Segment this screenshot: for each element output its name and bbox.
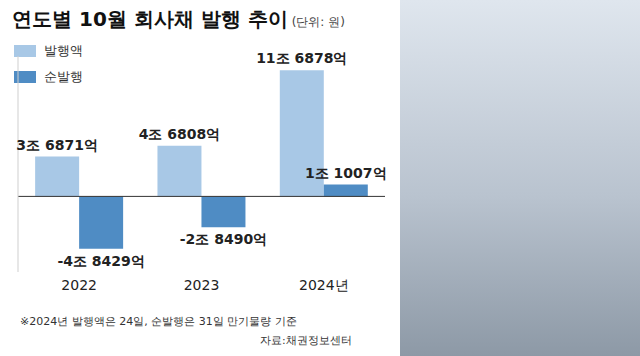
- svg-text:2024년: 2024년: [299, 277, 349, 293]
- html-text:자료:채권정보센터: 자료:채권정보센터: [260, 334, 352, 347]
- html-text:순발행: 순발행: [44, 69, 83, 84]
- svg-text:4조 6808억: 4조 6808억: [139, 126, 221, 142]
- html-text:※2024년 발행액은 24일, 순발행은 31일 만기물량: ※2024년 발행액은 24일, 순발행은 31일 만기물량 기준: [20, 315, 297, 328]
- svg-text:2023: 2023: [184, 277, 220, 293]
- html-text:발행액: 발행액: [44, 43, 83, 58]
- svg-text:2022: 2022: [61, 277, 97, 293]
- html-text:연도별 10월 회사채 발행 추이(단위: 원): 연도별 10월 회사채 발행 추이(단위: 원): [12, 7, 345, 31]
- svg-text:11조 6878억: 11조 6878억: [256, 50, 347, 66]
- svg-text:-4조 8429억: -4조 8429억: [57, 253, 144, 269]
- svg-text:-2조 8490억: -2조 8490억: [180, 231, 267, 247]
- svg-text:1조 1007억: 1조 1007억: [305, 165, 387, 181]
- svg-text:3조 6871억: 3조 6871억: [16, 137, 98, 153]
